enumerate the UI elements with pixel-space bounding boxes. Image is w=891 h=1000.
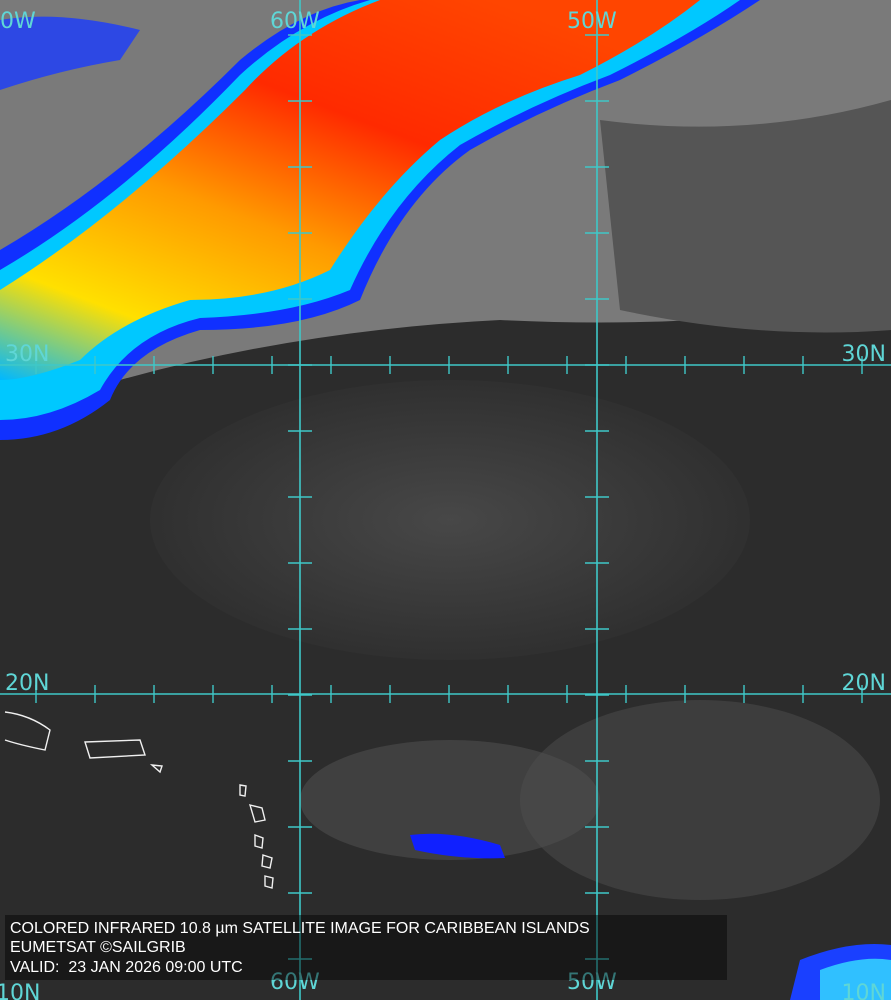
longitude-label: 70W <box>0 9 36 34</box>
cold-cloud-tops <box>0 0 700 380</box>
island <box>248 804 266 823</box>
grid-labels: 70W 60W 50W 30N 20N 30N 20N 10N 60W 50W … <box>0 9 886 1000</box>
island <box>4 711 51 751</box>
latitude-label: 10N <box>842 981 886 1000</box>
island <box>254 833 264 849</box>
island <box>84 739 146 759</box>
caption-line: VALID: 23 JAN 2026 09:00 UTC <box>10 959 243 976</box>
island <box>149 764 163 774</box>
caption-line: EUMETSAT ©SAILGRIB <box>10 939 186 956</box>
cloud-blue <box>410 833 505 859</box>
caption-box <box>5 915 727 980</box>
graticule-ticks <box>35 34 863 960</box>
longitude-label: 50W <box>567 970 617 995</box>
low-cloud <box>300 740 600 860</box>
latitude-label: 10N <box>0 981 40 1000</box>
latitude-label: 20N <box>5 671 49 696</box>
island <box>261 854 273 869</box>
longitude-label: 60W <box>270 970 320 995</box>
low-cloud <box>520 700 880 900</box>
cloud-gray <box>600 100 891 333</box>
longitude-label: 60W <box>270 9 320 34</box>
latitude-label: 30N <box>842 342 886 367</box>
cloud-cyan <box>820 958 891 1000</box>
islands <box>4 711 274 889</box>
latitude-label: 20N <box>842 671 886 696</box>
island <box>239 784 247 797</box>
island <box>264 875 274 889</box>
caption-line: COLORED INFRARED 10.8 µm SATELLITE IMAGE… <box>10 920 590 937</box>
low-cloud <box>150 380 750 660</box>
cloud-edge-blue <box>0 16 140 91</box>
longitude-label: 50W <box>567 9 617 34</box>
latitude-label: 30N <box>5 342 49 367</box>
